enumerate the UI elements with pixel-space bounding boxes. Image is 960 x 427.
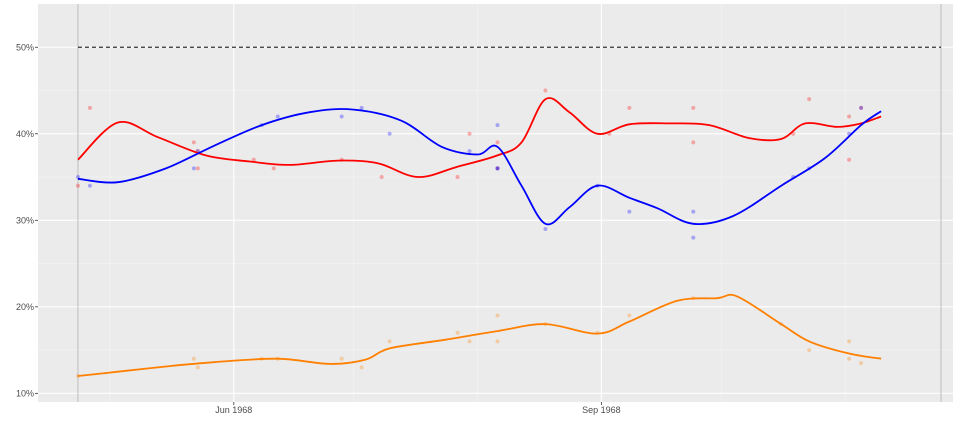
y-tick-label: 40% — [16, 129, 34, 139]
series-1-point — [87, 183, 92, 188]
series-0-point — [251, 157, 256, 162]
x-tick-label: Jun 1968 — [215, 405, 252, 415]
series-0-point — [191, 140, 196, 145]
series-0-trend-line — [77, 97, 882, 178]
series-0-point — [807, 97, 812, 102]
y-tick-label: 50% — [16, 42, 34, 52]
series-1-point — [275, 114, 280, 119]
series-2-trend-line — [77, 293, 882, 377]
series-1-point — [859, 105, 864, 110]
series-0-point — [271, 166, 276, 171]
series-0-point — [455, 175, 460, 180]
series-2-point — [359, 365, 364, 370]
series-1-point — [359, 105, 364, 110]
series-0-point — [847, 157, 852, 162]
series-0-point — [195, 166, 200, 171]
series-2-point — [847, 339, 852, 344]
series-2-point — [627, 313, 632, 318]
series-2-point — [847, 356, 852, 361]
trend-lines — [77, 97, 882, 377]
series-0-point — [691, 140, 696, 145]
plot-panel — [38, 4, 953, 402]
series-0-point — [691, 105, 696, 110]
series-0-point — [379, 175, 384, 180]
series-1-point — [191, 166, 196, 171]
series-0-point — [75, 183, 80, 188]
series-2-point — [467, 339, 472, 344]
series-1-point — [495, 123, 500, 128]
gridlines — [38, 4, 953, 402]
series-1-point — [467, 149, 472, 154]
series-0-point — [495, 166, 500, 171]
series-1-point — [543, 226, 548, 231]
series-2-point — [455, 330, 460, 335]
series-2-point — [495, 313, 500, 318]
series-2-point — [195, 365, 200, 370]
x-tick-label: Sep 1968 — [582, 405, 621, 415]
series-0-point — [627, 105, 632, 110]
series-2-point — [339, 356, 344, 361]
y-tick-label: 30% — [16, 215, 34, 225]
series-1-point — [387, 131, 392, 136]
series-1-point — [339, 114, 344, 119]
series-0-point — [859, 105, 864, 110]
series-0-point — [543, 88, 548, 93]
series-2-point — [807, 348, 812, 353]
series-0-point — [847, 114, 852, 119]
series-2-point — [859, 361, 864, 366]
y-axis: 10% 20% 30% 40% 50% — [16, 42, 38, 398]
series-2-point — [191, 356, 196, 361]
series-2-point — [387, 339, 392, 344]
series-1-point — [495, 166, 500, 171]
series-1-point — [691, 235, 696, 240]
x-axis: Jun 1968 Sep 1968 — [215, 402, 621, 415]
series-1-point — [627, 209, 632, 214]
y-tick-label: 10% — [16, 388, 34, 398]
series-0-point — [495, 140, 500, 145]
series-1-point — [495, 166, 500, 171]
y-tick-label: 20% — [16, 302, 34, 312]
series-0-point — [87, 105, 92, 110]
series-1-point — [691, 209, 696, 214]
series-1-trend-line — [77, 108, 882, 226]
reference-lines — [77, 4, 942, 402]
series-2-point — [495, 339, 500, 344]
series-0-point — [467, 131, 472, 136]
